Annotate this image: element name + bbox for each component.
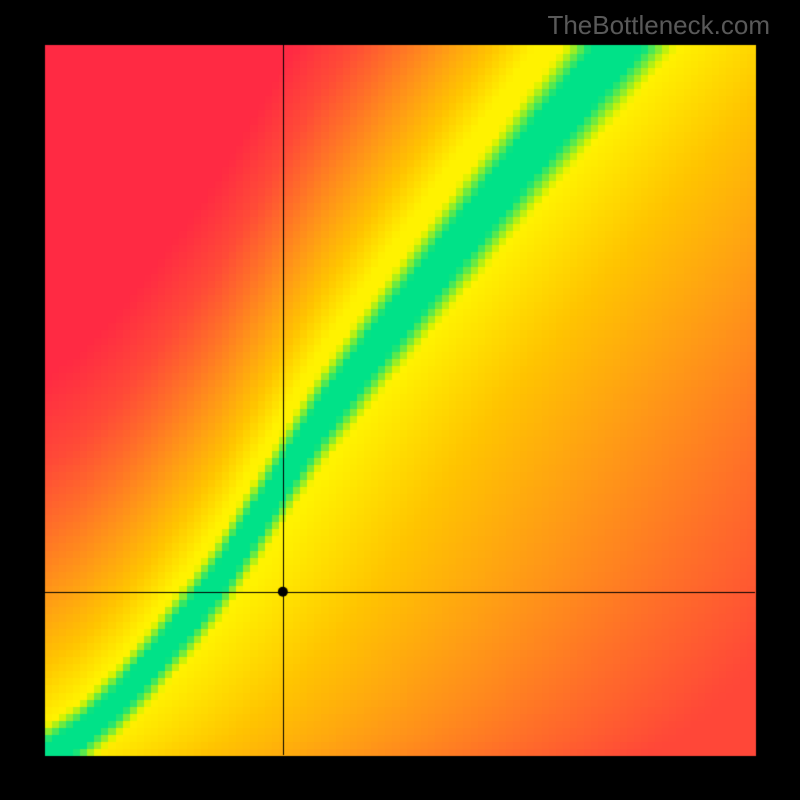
heatmap-canvas [0,0,800,800]
watermark-text: TheBottleneck.com [547,10,770,41]
chart-container: TheBottleneck.com [0,0,800,800]
